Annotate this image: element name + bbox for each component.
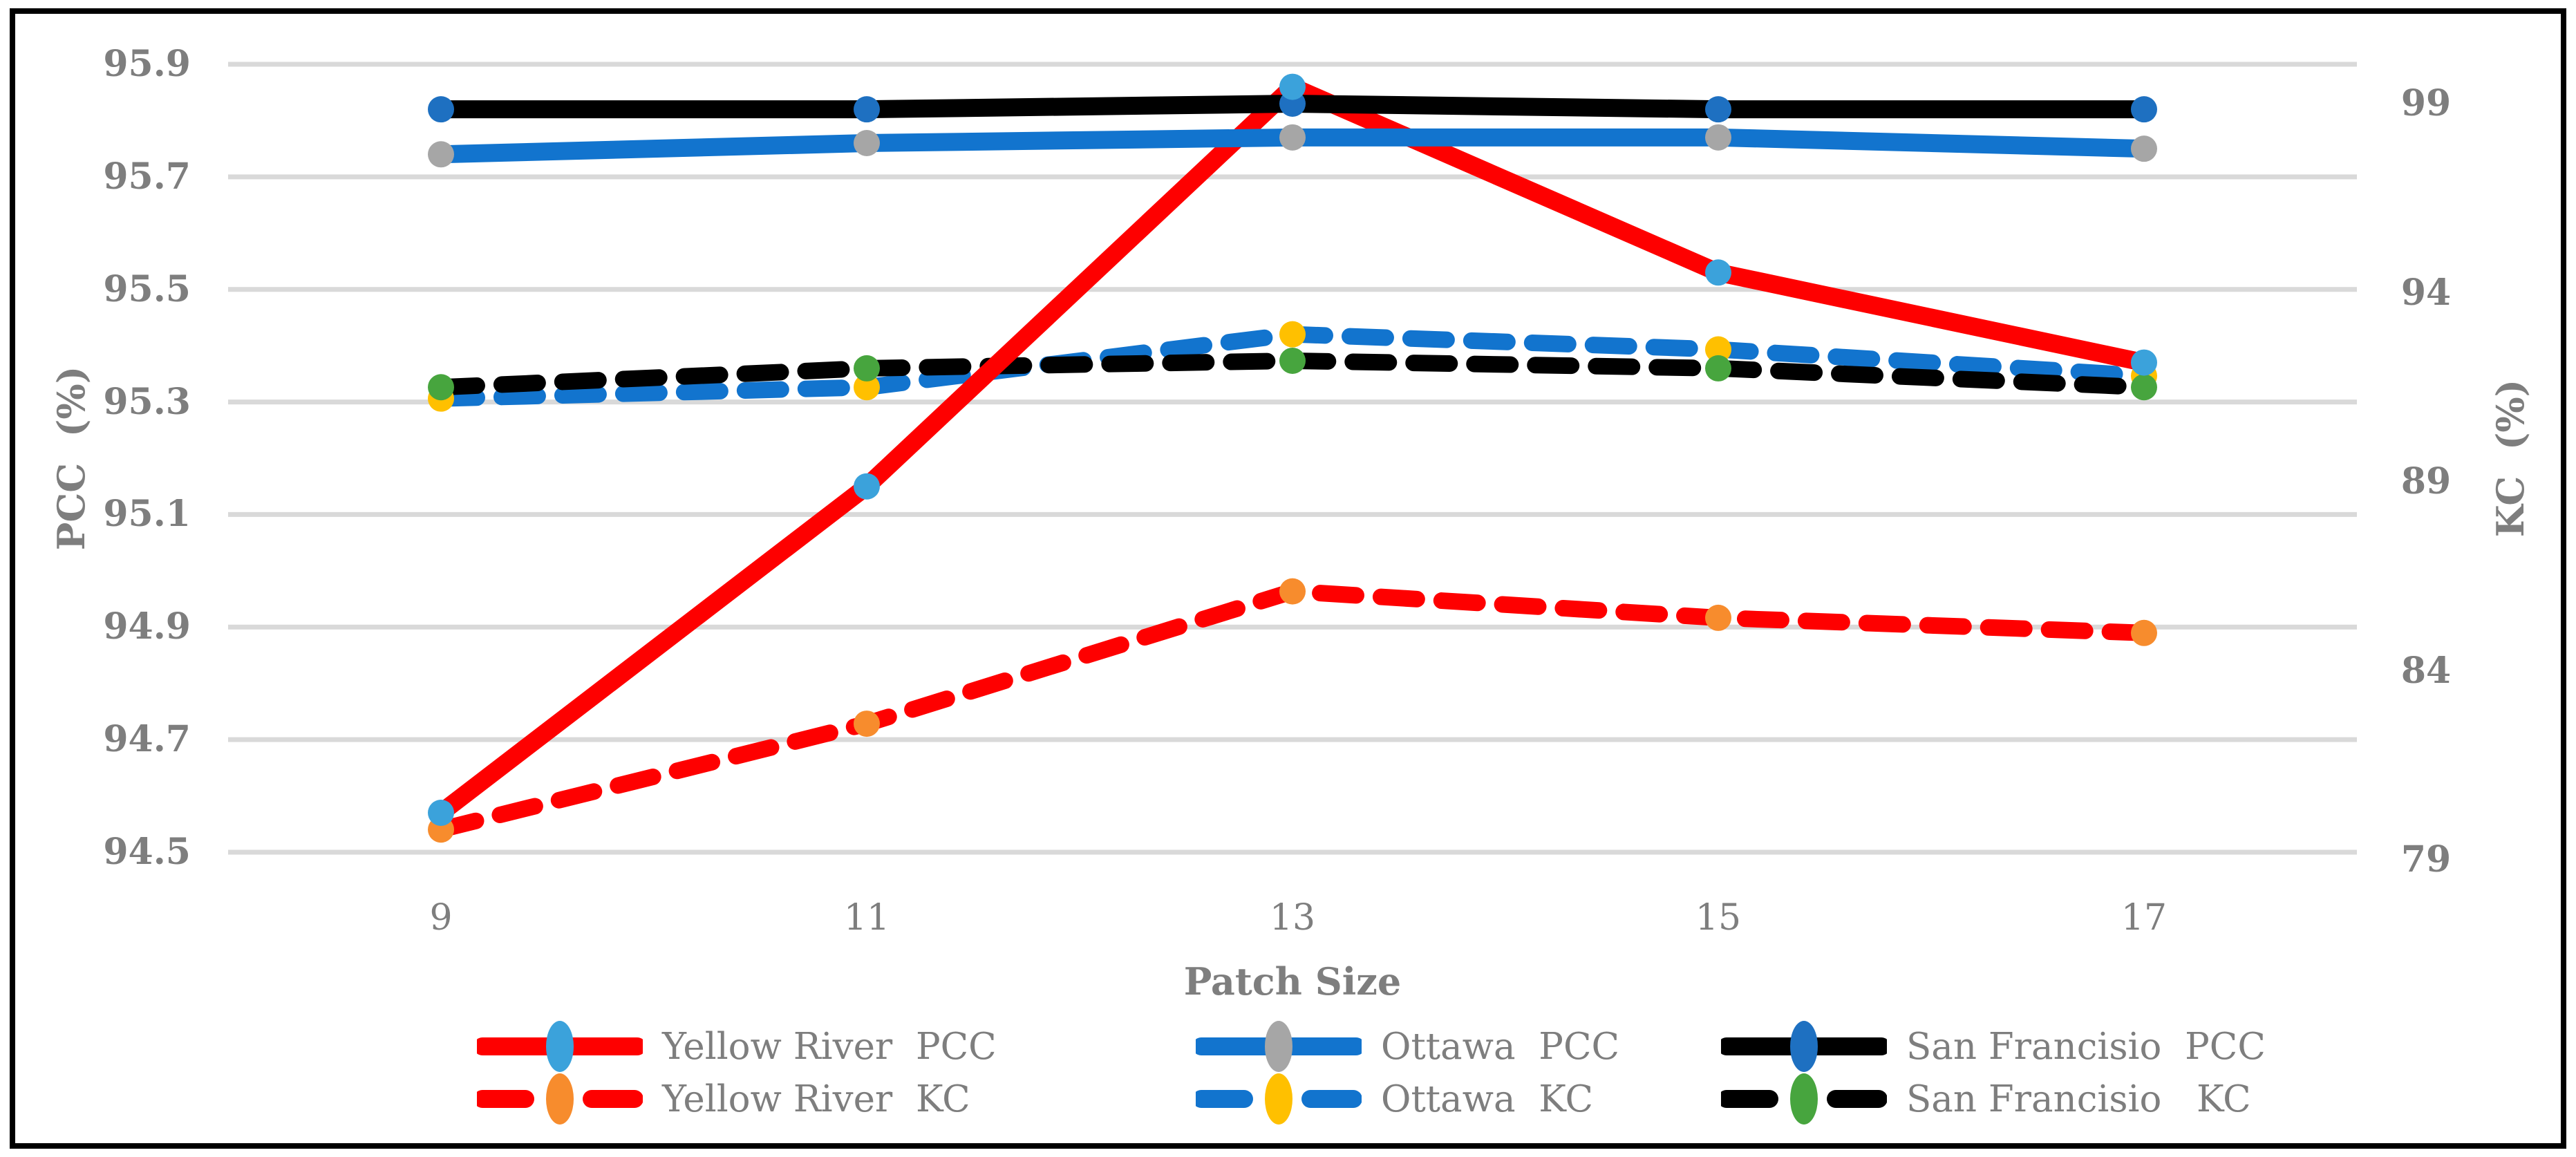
marker-ottawa-kc xyxy=(1279,321,1306,348)
marker-yellow-river-pcc xyxy=(1279,73,1306,100)
right-axis-tick-label: 94 xyxy=(2400,271,2452,314)
x-axis-tick-label: 9 xyxy=(429,897,453,939)
left-axis-tick-label: 95.3 xyxy=(103,380,191,423)
left-axis-tick-label: 95.9 xyxy=(103,43,191,85)
left-axis-tick-label: 95.7 xyxy=(103,155,191,198)
legend-swatch xyxy=(1196,1073,1362,1125)
x-axis-tick-label: 13 xyxy=(1269,897,1316,939)
marker-san-francisio-pcc xyxy=(2131,96,2157,123)
left-axis-tick-label: 95.1 xyxy=(103,493,191,536)
figure-border xyxy=(10,8,2566,1149)
legend-swatch xyxy=(477,1021,643,1072)
left-axis-tick-label: 94.5 xyxy=(103,831,191,873)
legend-item-san-francisio-pcc: San Francisio PCC xyxy=(1721,1015,2266,1078)
marker-san-francisio-kc xyxy=(1279,347,1306,374)
legend-swatch xyxy=(477,1073,643,1125)
legend-label: Yellow River PCC xyxy=(662,1025,997,1068)
marker-yellow-river-kc xyxy=(2131,619,2157,646)
marker-san-francisio-kc xyxy=(428,374,454,401)
legend-item-yellow-river-pcc: Yellow River PCC xyxy=(477,1015,997,1078)
marker-yellow-river-kc xyxy=(854,711,880,737)
legend-item-yellow-river-kc: Yellow River KC xyxy=(477,1067,970,1131)
legend-item-san-francisio-kc: San Francisio KC xyxy=(1721,1067,2251,1131)
marker-san-francisio-kc xyxy=(2131,374,2157,401)
marker-ottawa-kc xyxy=(1705,336,1731,363)
left-axis-tick-label: 94.9 xyxy=(103,605,191,648)
legend-label: Yellow River KC xyxy=(662,1078,970,1120)
x-axis-tick-label: 11 xyxy=(843,897,890,939)
marker-yellow-river-pcc xyxy=(1705,259,1731,286)
marker-san-francisio-pcc xyxy=(428,96,454,123)
legend-label: Ottawa KC xyxy=(1381,1078,1594,1120)
left-axis-title: PCC (%) xyxy=(49,366,93,551)
left-axis-tick-label: 94.7 xyxy=(103,718,191,761)
marker-san-francisio-pcc xyxy=(854,96,880,123)
right-axis-tick-label: 79 xyxy=(2400,838,2452,881)
legend-item-ottawa-pcc: Ottawa PCC xyxy=(1196,1015,1619,1078)
x-axis-tick-label: 17 xyxy=(2121,897,2168,939)
legend-label: Ottawa PCC xyxy=(1381,1025,1620,1068)
legend-swatch xyxy=(1721,1021,1887,1072)
right-axis-tick-label: 99 xyxy=(2400,82,2452,124)
right-axis-tick-label: 84 xyxy=(2400,649,2452,692)
marker-ottawa-pcc xyxy=(1705,124,1731,151)
right-axis-title: KC (%) xyxy=(2488,379,2532,538)
legend-swatch xyxy=(1721,1073,1887,1125)
marker-yellow-river-kc xyxy=(1705,604,1731,631)
marker-ottawa-kc xyxy=(854,374,880,401)
marker-ottawa-pcc xyxy=(1279,124,1306,151)
marker-yellow-river-pcc xyxy=(428,800,454,826)
marker-san-francisio-kc xyxy=(854,355,880,382)
marker-ottawa-pcc xyxy=(428,141,454,168)
x-axis-title: Patch Size xyxy=(1183,959,1402,1004)
marker-yellow-river-pcc xyxy=(2131,349,2157,376)
marker-san-francisio-kc xyxy=(1705,355,1731,382)
series-line-yellow-river-pcc xyxy=(432,77,2153,822)
right-axis-tick-label: 89 xyxy=(2400,460,2452,502)
marker-ottawa-pcc xyxy=(854,130,880,156)
legend-label: San Francisio KC xyxy=(1906,1078,2251,1120)
marker-yellow-river-pcc xyxy=(854,473,880,500)
marker-ottawa-pcc xyxy=(2131,135,2157,162)
marker-yellow-river-kc xyxy=(1279,578,1306,605)
legend-label: San Francisio PCC xyxy=(1906,1025,2266,1068)
left-axis-tick-label: 95.5 xyxy=(103,267,191,310)
x-axis-tick-label: 15 xyxy=(1695,897,1742,939)
legend-item-ottawa-kc: Ottawa KC xyxy=(1196,1067,1593,1131)
legend-swatch xyxy=(1196,1021,1362,1072)
marker-san-francisio-pcc xyxy=(1705,96,1731,123)
